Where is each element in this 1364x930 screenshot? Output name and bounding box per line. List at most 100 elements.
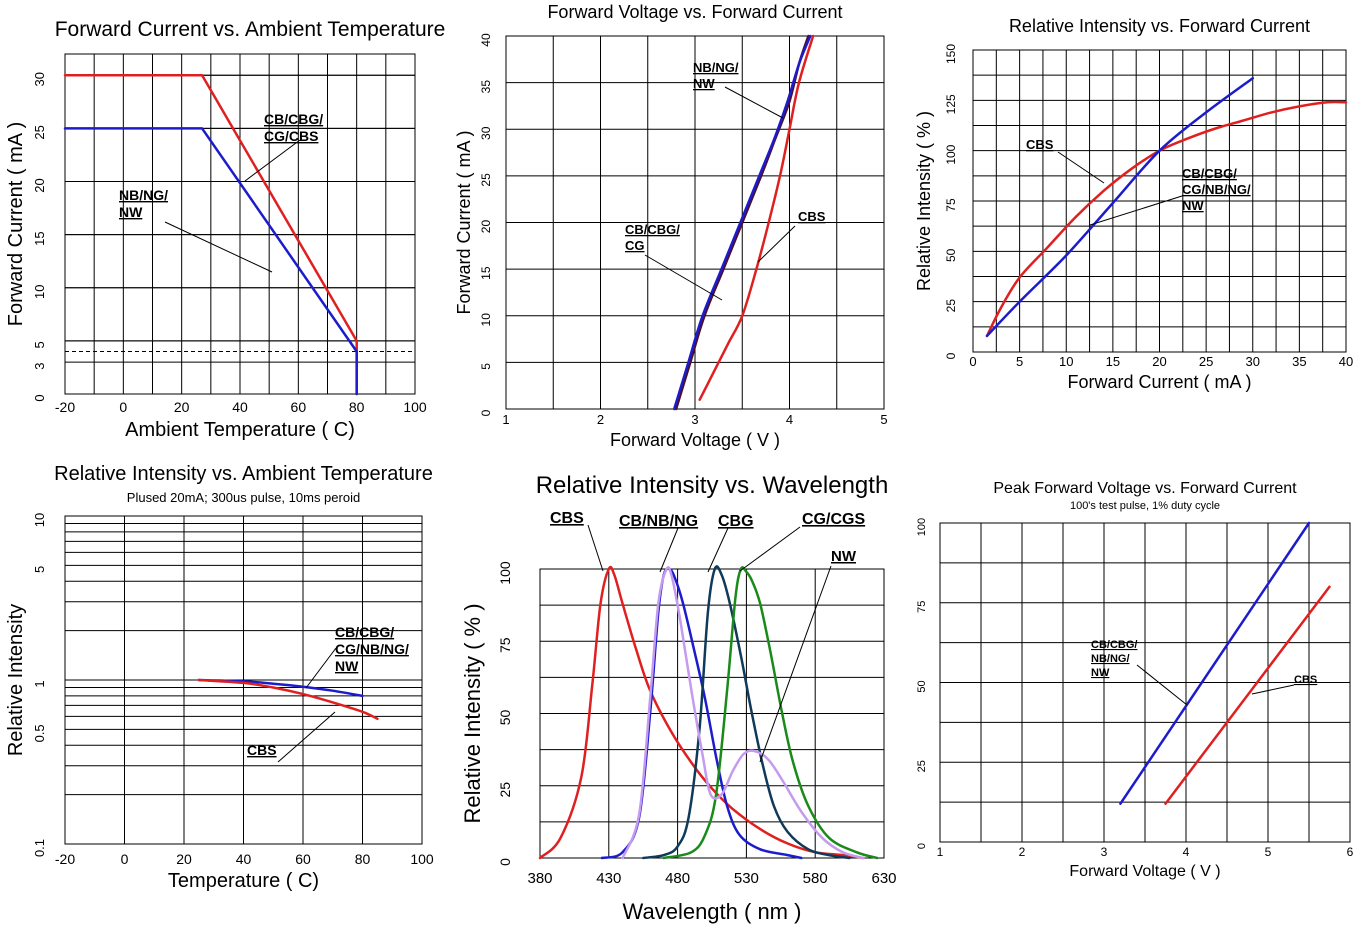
x-tick-label: 380 xyxy=(527,870,552,887)
x-tick-label: 0 xyxy=(119,399,127,415)
series-line-nw xyxy=(621,566,865,860)
x-tick-label: 630 xyxy=(871,870,896,887)
x-tick-label: 2 xyxy=(1019,845,1026,859)
callout-text: CB/CBG/ xyxy=(1182,166,1237,181)
callout-text: NW xyxy=(1182,198,1204,213)
series-line-cbs xyxy=(538,565,865,860)
y-tick-label: 15 xyxy=(479,266,493,280)
x-tick-label: 430 xyxy=(596,870,621,887)
x-tick-label: 2 xyxy=(597,412,604,427)
chart-title: Relative Intensity vs. Ambient Temperatu… xyxy=(54,463,433,485)
y-axis-label: Forward Current ( mA ) xyxy=(454,130,474,314)
x-tick-label: 10 xyxy=(1059,354,1073,369)
y-tick-label: 0.1 xyxy=(32,839,47,857)
y-tick-label: 25 xyxy=(944,299,958,313)
x-tick-label: -20 xyxy=(55,399,75,415)
y-tick-label: 30 xyxy=(479,126,493,140)
callout-label: CB/CBG/CG xyxy=(625,222,723,301)
y-tick-label: 0.5 xyxy=(32,724,47,742)
series-line-cbg xyxy=(641,565,851,860)
callout-label: CBS xyxy=(247,711,336,763)
chart-3: Relative Intensity vs. Forward Current 0 5… xyxy=(914,16,1353,392)
callout-leader xyxy=(305,647,337,689)
x-tick-label: 35 xyxy=(1292,354,1306,369)
callout-text: CBS xyxy=(798,209,826,224)
y-tick-label: 20 xyxy=(32,178,47,192)
callout-leader xyxy=(707,527,729,573)
callout-label: NB/NG/NW xyxy=(693,60,784,119)
series-line-nb-ng-nw xyxy=(63,127,358,396)
x-tick-label: 15 xyxy=(1106,354,1120,369)
y-tick-label: 0 xyxy=(916,843,928,849)
x-tick-label: 6 xyxy=(1347,845,1354,859)
callout-leader xyxy=(739,526,801,572)
callout-text: CB/NB/NG xyxy=(619,513,698,530)
callout-label: CBS xyxy=(1026,137,1105,184)
callout-text: NW xyxy=(335,658,359,674)
y-tick-label: 125 xyxy=(944,94,958,114)
x-axis-label: Forward Current ( mA ) xyxy=(1067,372,1251,392)
chart-1: Forward Current vs. Ambient Temperature -… xyxy=(5,18,445,441)
x-tick-label: 40 xyxy=(1339,354,1353,369)
y-tick-label: 1 xyxy=(32,680,47,687)
gridlines xyxy=(973,50,1346,352)
x-tick-label: 1 xyxy=(502,412,509,427)
x-tick-label: 0 xyxy=(121,851,129,867)
x-axis-label: Ambient Temperature ( C) xyxy=(125,419,355,441)
callout-leader xyxy=(1089,195,1183,226)
callout-text: NW xyxy=(831,548,857,565)
x-tick-label: 3 xyxy=(691,412,698,427)
callout-leader xyxy=(757,225,796,263)
y-tick-label: 10 xyxy=(32,285,47,299)
x-axis-label: Wavelength ( nm ) xyxy=(623,899,802,924)
chart-title: Forward Current vs. Ambient Temperature xyxy=(55,18,446,41)
callout-leader xyxy=(1136,664,1188,706)
x-tick-label: 0 xyxy=(969,354,976,369)
callout-label: CB/CBG/NB/NG/NW xyxy=(1091,639,1188,706)
callout-leader xyxy=(1251,684,1295,695)
gridlines xyxy=(65,516,422,844)
x-tick-label: 20 xyxy=(174,399,190,415)
y-tick-label: 35 xyxy=(479,80,493,94)
y-tick-label: 25 xyxy=(916,760,928,772)
y-tick-label: 50 xyxy=(944,248,958,262)
y-tick-label: 100 xyxy=(916,518,928,536)
callout-label: NW xyxy=(759,548,857,763)
y-tick-label: 75 xyxy=(944,198,958,212)
callout-label: CBS xyxy=(1251,674,1317,695)
callout-text: CBG xyxy=(718,513,754,530)
y-tick-label: 50 xyxy=(916,680,928,692)
y-tick-label: 5 xyxy=(32,341,47,348)
callout-leader xyxy=(759,565,832,763)
y-axis-label: Relative Intensity ( % ) xyxy=(460,603,485,823)
chart-6: Peak Forward Voltage vs. Forward Current… xyxy=(916,480,1354,880)
x-tick-label: 40 xyxy=(236,851,252,867)
y-tick-label: 3 xyxy=(32,363,47,370)
y-tick-label: 100 xyxy=(497,561,513,585)
x-tick-label: 25 xyxy=(1199,354,1213,369)
chart-title: Peak Forward Voltage vs. Forward Current xyxy=(993,480,1297,497)
y-tick-label: 40 xyxy=(479,33,493,47)
series-line-cb-cbg-nb-ng-nw xyxy=(1119,521,1311,805)
y-axis-label: Forward Current ( mA ) xyxy=(5,122,27,326)
callout-label: CB/NB/NG xyxy=(619,513,698,573)
chart-subtitle: Plused 20mA; 300us pulse, 10ms peroid xyxy=(127,490,360,505)
x-tick-label: 3 xyxy=(1101,845,1108,859)
callout-leader xyxy=(277,711,336,763)
callout-text: CB/CBG/ xyxy=(335,624,394,640)
x-tick-label: 20 xyxy=(176,851,192,867)
y-tick-label: 0 xyxy=(497,858,513,866)
callout-text: CG/CBS xyxy=(264,128,318,144)
callout-text: CG/CGS xyxy=(802,511,865,528)
x-tick-label: 1 xyxy=(937,845,944,859)
y-axis-label: Relative Intensity ( % ) xyxy=(914,111,934,291)
callout-text: NW xyxy=(119,204,143,220)
series-line-cbs xyxy=(698,34,815,401)
callout-text: CBS xyxy=(247,742,277,758)
x-tick-label: 80 xyxy=(355,851,371,867)
x-tick-label: 80 xyxy=(349,399,365,415)
gridlines xyxy=(940,523,1350,842)
callout-label: CB/CBG/CG/NB/NG/NW xyxy=(1089,166,1251,226)
x-axis-label: Forward Voltage ( V ) xyxy=(610,430,780,450)
x-axis-label: Forward Voltage ( V ) xyxy=(1069,863,1220,880)
